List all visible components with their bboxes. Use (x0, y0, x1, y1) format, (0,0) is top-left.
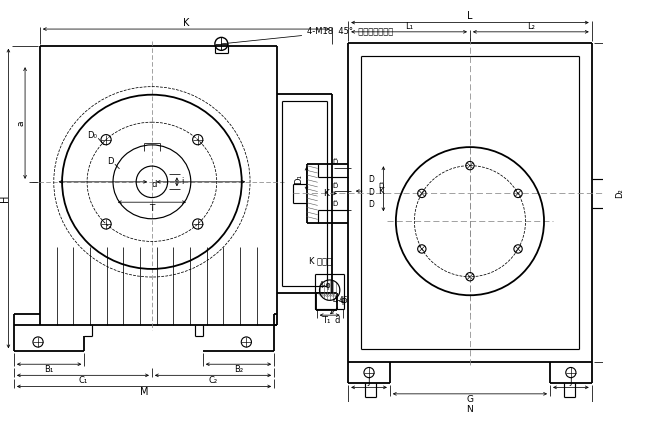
Text: D₂: D₂ (615, 189, 624, 198)
Text: L: L (467, 11, 473, 21)
Text: J: J (368, 377, 370, 386)
Text: H: H (0, 195, 10, 202)
Text: L₁: L₁ (405, 22, 413, 31)
Text: L₂: L₂ (527, 22, 535, 31)
Text: D̈: D̈ (333, 183, 338, 189)
Text: T₁: T₁ (322, 316, 330, 325)
Text: D: D (107, 157, 114, 166)
Text: K: K (183, 18, 189, 27)
Text: 45: 45 (339, 296, 348, 305)
Text: B₁: B₁ (44, 365, 54, 374)
Text: K: K (378, 187, 384, 195)
Text: J: J (569, 377, 572, 386)
Text: i: i (181, 177, 184, 186)
Text: D̈: D̈ (333, 159, 338, 165)
Text: D₁: D₁ (294, 174, 304, 184)
Text: D̈: D̈ (369, 200, 374, 209)
Text: 4-φ: 4-φ (333, 296, 346, 305)
Text: D̈: D̈ (369, 176, 374, 184)
Text: a: a (17, 120, 26, 126)
Text: C₂: C₂ (209, 376, 218, 385)
Text: D̈: D̈ (378, 183, 384, 189)
Text: M: M (140, 387, 148, 397)
Text: K: K (323, 189, 329, 198)
Text: N: N (467, 405, 473, 414)
Text: d: d (334, 316, 340, 325)
Text: D̈: D̈ (333, 201, 338, 207)
Text: B₂: B₂ (234, 365, 243, 374)
Text: D̈: D̈ (369, 188, 374, 198)
Text: T: T (150, 204, 155, 213)
Text: 4-M18  45°  均布接電機法蘭: 4-M18 45° 均布接電機法蘭 (307, 26, 393, 36)
Text: G: G (467, 395, 473, 404)
Text: D₀: D₀ (87, 131, 97, 140)
Text: C₁: C₁ (78, 376, 88, 385)
Text: d: d (151, 180, 157, 189)
Text: 4-φ: 4-φ (318, 281, 332, 290)
Text: K 向放大: K 向放大 (309, 256, 332, 265)
